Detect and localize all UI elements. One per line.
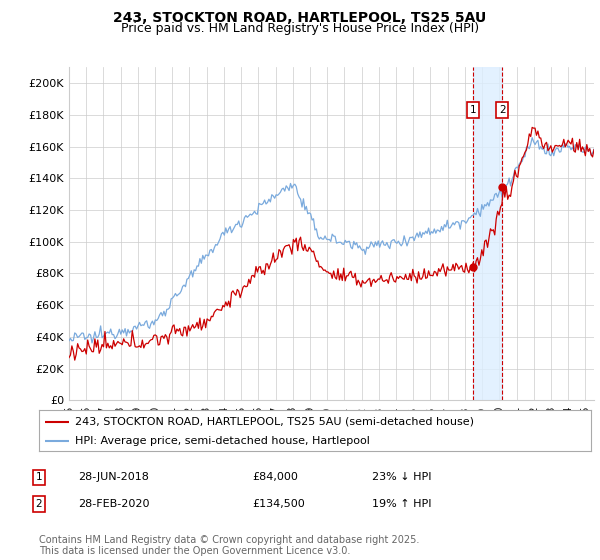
- Text: HPI: Average price, semi-detached house, Hartlepool: HPI: Average price, semi-detached house,…: [75, 436, 370, 446]
- Text: 2: 2: [499, 105, 505, 115]
- Bar: [473, 67, 502, 400]
- Text: £84,000: £84,000: [252, 472, 298, 482]
- Text: £134,500: £134,500: [252, 499, 305, 509]
- Text: 1: 1: [470, 105, 476, 115]
- Text: 243, STOCKTON ROAD, HARTLEPOOL, TS25 5AU: 243, STOCKTON ROAD, HARTLEPOOL, TS25 5AU: [113, 11, 487, 25]
- Text: 243, STOCKTON ROAD, HARTLEPOOL, TS25 5AU (semi-detached house): 243, STOCKTON ROAD, HARTLEPOOL, TS25 5AU…: [75, 417, 474, 427]
- Text: Contains HM Land Registry data © Crown copyright and database right 2025.
This d: Contains HM Land Registry data © Crown c…: [39, 535, 419, 557]
- Text: 28-FEB-2020: 28-FEB-2020: [78, 499, 149, 509]
- Text: Price paid vs. HM Land Registry's House Price Index (HPI): Price paid vs. HM Land Registry's House …: [121, 22, 479, 35]
- Text: 1: 1: [35, 472, 43, 482]
- Text: 2: 2: [35, 499, 43, 509]
- Text: 28-JUN-2018: 28-JUN-2018: [78, 472, 149, 482]
- Text: 23% ↓ HPI: 23% ↓ HPI: [372, 472, 431, 482]
- Text: 19% ↑ HPI: 19% ↑ HPI: [372, 499, 431, 509]
